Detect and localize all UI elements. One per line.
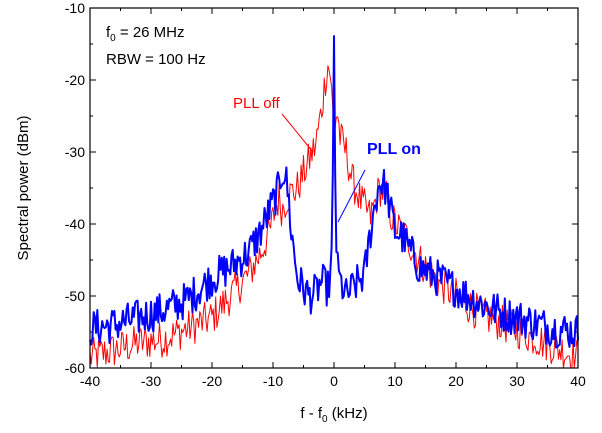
y-tick-label: -50: [65, 288, 85, 304]
x-axis-label-subscript: 0: [322, 414, 328, 425]
tick-labels: -40 -30 -20 -10 0 10 20 30 40 -60 -50 -40 -30 -20 -10: [65, 0, 586, 389]
annotation-rbw: RBW = 100 Hz: [106, 51, 206, 68]
label-pll-on: PLL on: [367, 141, 421, 158]
annotation-f0: f0 = 26 MHz: [106, 24, 185, 44]
series-line-pll-on: [89, 35, 579, 349]
pointer-pll-on: [337, 169, 366, 223]
annotation-f0-rest: = 26 MHz: [116, 24, 185, 41]
x-axis-label-main: f - f: [300, 405, 322, 422]
x-axis-label-unit: (kHz): [328, 405, 368, 422]
x-tick-label: -10: [263, 373, 283, 389]
x-tick-label: -20: [202, 373, 222, 389]
x-tick-label: -30: [141, 373, 161, 389]
x-tick-label: 40: [570, 373, 586, 389]
x-tick-label: 0: [330, 373, 338, 389]
x-tick-label: -40: [80, 373, 100, 389]
plot-frame: [89, 7, 579, 369]
y-tick-label: -60: [65, 360, 85, 376]
label-pll-off: PLL off: [233, 95, 281, 112]
annotation-f0-subscript: 0: [110, 33, 116, 44]
chart-series: [89, 35, 579, 369]
x-tick-label: 10: [387, 373, 403, 389]
y-tick-label: -10: [65, 0, 85, 16]
pointer-pll-off: [281, 113, 314, 153]
x-tick-label: 20: [448, 373, 464, 389]
y-tick-label: -30: [65, 144, 85, 160]
annotation-f0-main: f: [106, 24, 111, 41]
y-tick-label: -40: [65, 216, 85, 232]
y-axis-label: Spectral power (dBm): [15, 115, 32, 260]
x-tick-label: 30: [509, 373, 525, 389]
x-axis-label: f - f0 (kHz): [300, 405, 367, 425]
y-tick-label: -20: [65, 72, 85, 88]
